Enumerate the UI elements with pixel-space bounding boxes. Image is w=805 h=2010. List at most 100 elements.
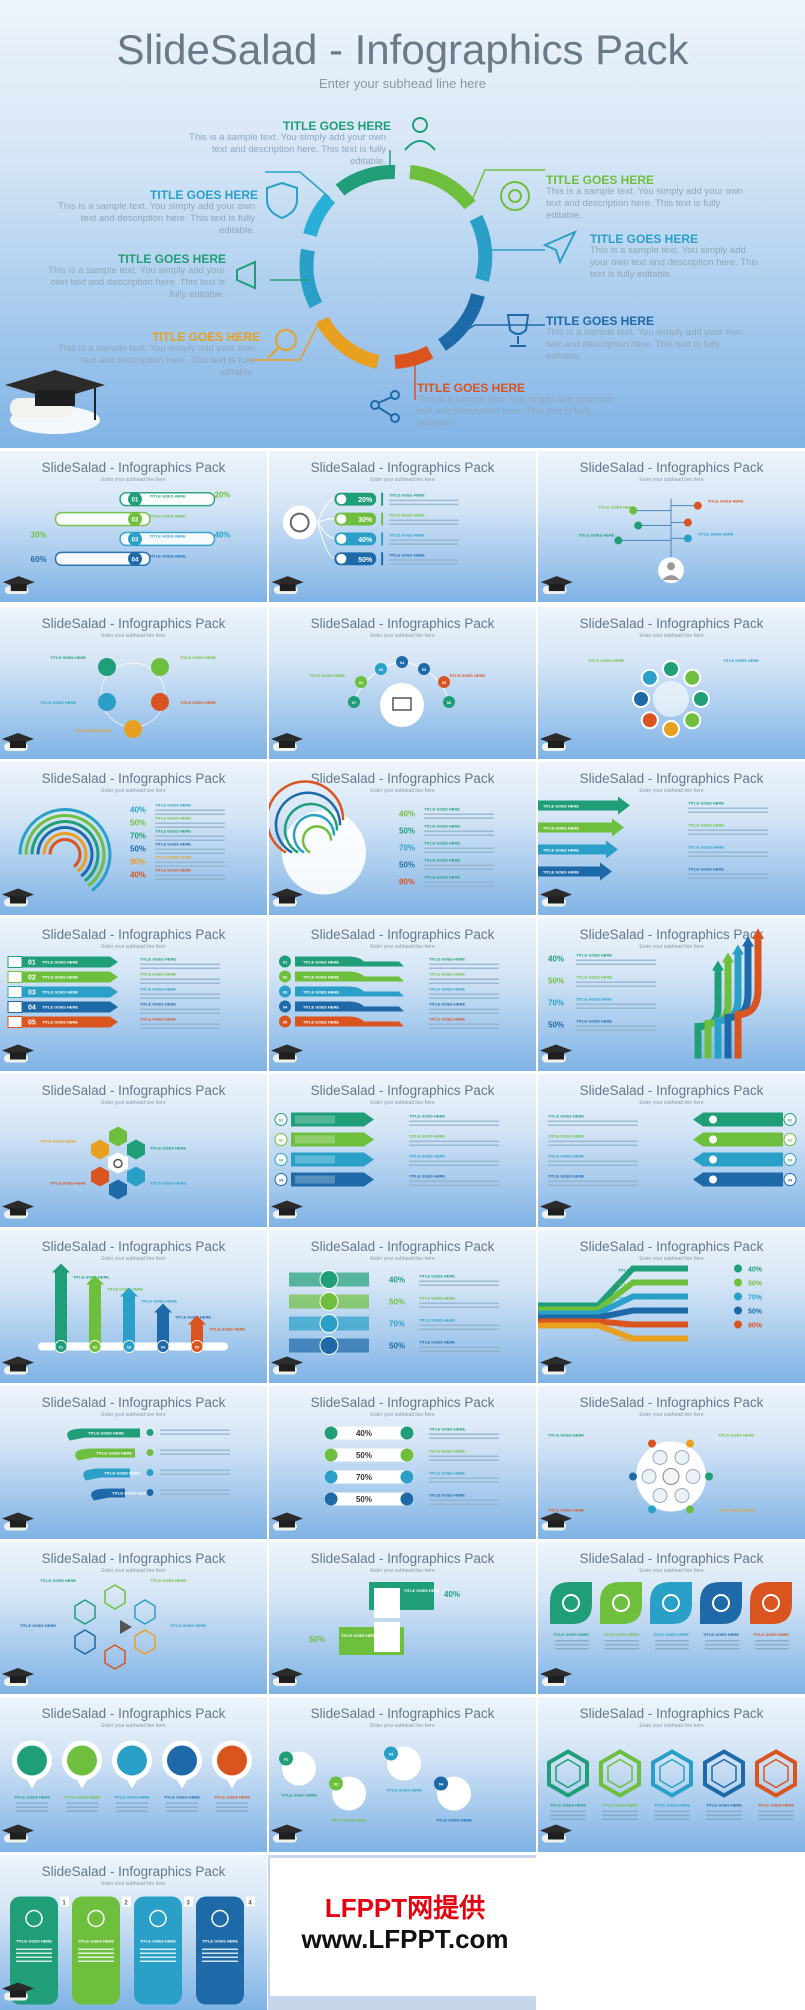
slide-thumbnail[interactable]: SlideSalad - Infographics Pack Enter your… bbox=[0, 607, 267, 759]
slide-thumbnail[interactable]: SlideSalad - Infographics Pack Enter your… bbox=[538, 918, 805, 1071]
slide-thumbnail[interactable]: SlideSalad - Infographics Pack Enter your… bbox=[538, 1230, 805, 1383]
slide-thumbnail[interactable]: SlideSalad - Infographics Pack Enter your… bbox=[538, 1386, 805, 1539]
node-icon bbox=[98, 658, 116, 676]
slide-thumbnail[interactable]: SlideSalad - Infographics Pack Enter your… bbox=[269, 918, 536, 1071]
percent-label: 50% bbox=[309, 1635, 325, 1644]
thumbnail-title: SlideSalad - Infographics Pack bbox=[41, 771, 226, 786]
thumbnail-subtitle: Enter your subhead line here bbox=[639, 944, 704, 950]
slide-thumbnail[interactable]: SlideSalad - Infographics Pack Enter your… bbox=[538, 1697, 805, 1852]
slide-thumbnail[interactable]: SlideSalad - Infographics Pack Enter your… bbox=[0, 1697, 267, 1852]
card-number: 1 bbox=[62, 1901, 66, 1907]
thumbnail-infographic: 01 TITLE GOES HERE TITLE GOES HERE 02 TITLE … bbox=[271, 955, 499, 1063]
slide-thumbnail[interactable]: SlideSalad - Infographics Pack Enter your… bbox=[0, 1230, 267, 1383]
slide-thumbnail[interactable]: SlideSalad - Infographics Pack Enter your… bbox=[0, 762, 267, 915]
slide-thumbnail[interactable]: SlideSalad - Infographics Pack Enter your… bbox=[269, 1230, 536, 1383]
percent-label: 50% bbox=[548, 1021, 564, 1030]
item-title: TITLE GOES HERE bbox=[164, 1795, 200, 1800]
graduation-cap-icon bbox=[2, 1044, 34, 1063]
percent-label: 50% bbox=[356, 1495, 372, 1504]
thumbnail-title: SlideSalad - Infographics Pack bbox=[310, 771, 495, 786]
slide-thumbnail[interactable]: SlideSalad - Infographics Pack Enter your… bbox=[269, 607, 536, 759]
item-title: TITLE GOES HERE bbox=[409, 1114, 445, 1119]
thumbnail-subtitle: Enter your subhead line here bbox=[101, 1723, 166, 1729]
percent-label: 90% bbox=[399, 878, 415, 887]
item-title: TITLE GOES HERE bbox=[409, 1174, 445, 1179]
thumbnail-infographic: 07 01 02 04 03 05 06 TITLE GOES HERE TITLE GOES … bbox=[271, 656, 485, 751]
item-title: TITLE GOES HERE bbox=[602, 1803, 638, 1808]
percent-label: 50% bbox=[389, 1342, 405, 1351]
item-title: TITLE GOES HERE bbox=[409, 1134, 445, 1139]
banner-number: 03 bbox=[28, 990, 36, 997]
slide-thumbnail[interactable]: SlideSalad - Infographics Pack Enter your… bbox=[269, 451, 536, 602]
card-title: TITLE GOES HERE bbox=[140, 1939, 176, 1944]
hero-item-7-desc: This is a sample text. You simply add yo… bbox=[546, 327, 743, 362]
item-title: TITLE GOES HERE bbox=[603, 1632, 639, 1637]
item-title: TITLE GOES HERE bbox=[419, 1296, 455, 1301]
item-title: TITLE GOES HERE bbox=[73, 1275, 109, 1280]
slide-thumbnail[interactable]: SlideSalad - Infographics Pack Enter your… bbox=[0, 918, 267, 1071]
thumbnail-infographic: 40% TITLE GOES HERE 50% TITLE GOES HERE 70% T… bbox=[2, 803, 225, 907]
item-title: TITLE GOES HERE bbox=[140, 1002, 176, 1007]
graduation-cap-icon bbox=[540, 888, 572, 907]
item-title: TITLE GOES HERE bbox=[653, 1632, 689, 1637]
item-title: TITLE GOES HERE bbox=[140, 957, 176, 962]
arrow-title: TITLE GOES HERE bbox=[543, 870, 579, 875]
graduation-cap-icon bbox=[271, 1512, 303, 1531]
col-number: 04 bbox=[161, 1345, 166, 1350]
slide-thumbnail[interactable]: SlideSalad - Infographics Pack Enter your… bbox=[0, 1855, 267, 2010]
thumbnail-infographic: TITLE GOES HERE TITLE GOES HERE TITLE GOES… bbox=[2, 1740, 252, 1843]
thumbnail-subtitle: Enter your subhead line here bbox=[101, 944, 166, 950]
slide-thumbnail[interactable]: SlideSalad - Infographics Pack Enter your… bbox=[538, 607, 805, 759]
slide-thumbnail[interactable]: SlideSalad - Infographics Pack Enter your… bbox=[269, 1542, 536, 1694]
graduation-cap-icon bbox=[540, 576, 573, 595]
slide-thumbnail[interactable]: SlideSalad - Infographics Pack Enter your… bbox=[538, 451, 805, 602]
hero-item-6-title: TITLE GOES HERE bbox=[590, 232, 699, 246]
thumbnail-title: SlideSalad - Infographics Pack bbox=[310, 1395, 495, 1410]
percent-label: 40% bbox=[356, 1429, 372, 1438]
slide-thumbnail[interactable]: SlideSalad - Infographics Pack Enter your… bbox=[538, 1074, 805, 1227]
ribbon-title: TITLE GOES HERE bbox=[303, 975, 339, 980]
slide-thumbnail[interactable]: SlideSalad - Infographics Pack Enter your… bbox=[538, 762, 805, 915]
thumbnail-subtitle: Enter your subhead line here bbox=[639, 633, 704, 639]
item-title: TITLE GOES HERE bbox=[281, 1793, 317, 1798]
slide-thumbnail[interactable]: SlideSalad - Infographics Pack Enter your… bbox=[269, 1074, 536, 1227]
thumbnail-infographic: TITLE GOES HERE TITLE GOES HERE TITLE GOES… bbox=[540, 499, 744, 595]
thumbnail-title: SlideSalad - Infographics Pack bbox=[579, 771, 764, 786]
user-icon bbox=[404, 117, 436, 151]
trophy-icon bbox=[506, 314, 530, 347]
slide-thumbnail[interactable]: SlideSalad - Infographics Pack Enter your… bbox=[269, 1386, 536, 1539]
item-title: TITLE GOES HERE bbox=[548, 1433, 584, 1438]
percent-label: 40% bbox=[399, 810, 415, 819]
slide-thumbnail[interactable]: SlideSalad - Infographics Pack Enter your… bbox=[0, 1074, 267, 1227]
percent-label: 70% bbox=[548, 999, 564, 1008]
thumbnail-subtitle: Enter your subhead line here bbox=[370, 1256, 435, 1262]
thumbnail-subtitle: Enter your subhead line here bbox=[639, 1100, 704, 1106]
item-title: TITLE GOES HERE bbox=[214, 1795, 250, 1800]
thumbnail-infographic: TITLE GOES HERE TITLE GOES HERE TITLE GOES… bbox=[538, 1264, 763, 1375]
thumbnail-subtitle: Enter your subhead line here bbox=[101, 477, 166, 483]
thumbnail-infographic: TITLE GOES HERE TITLE GOES HERE TITLE GOES… bbox=[540, 1582, 792, 1686]
node-icon bbox=[151, 658, 169, 676]
slide-thumbnail[interactable]: SlideSalad - Infographics Pack Enter your… bbox=[269, 1697, 536, 1852]
thumbnail-title: SlideSalad - Infographics Pack bbox=[41, 1864, 226, 1879]
item-title: TITLE GOES HERE bbox=[688, 801, 724, 806]
percent-label: 20% bbox=[358, 497, 372, 504]
item-title: TITLE GOES HERE bbox=[429, 987, 465, 992]
graduation-cap-icon bbox=[2, 1982, 34, 2001]
node-number: 02 bbox=[379, 667, 384, 672]
slide-thumbnail[interactable]: SlideSalad - Infographics Pack Enter your… bbox=[0, 1386, 267, 1539]
item-title: TITLE GOES HERE bbox=[141, 1299, 177, 1304]
thumbnail-title: SlideSalad - Infographics Pack bbox=[310, 927, 495, 942]
slide-thumbnail[interactable]: SlideSalad - Infographics Pack Enter your… bbox=[0, 1542, 267, 1694]
item-title: TITLE GOES HERE bbox=[548, 1154, 584, 1159]
thumbnail-infographic: 01 TITLE GOES HERE 02 TITLE GOES HERE 03 TITL… bbox=[2, 491, 230, 595]
item-title: TITLE GOES HERE bbox=[618, 1338, 654, 1343]
item-title: TITLE GOES HERE bbox=[64, 1795, 100, 1800]
graduation-cap-icon bbox=[2, 733, 34, 751]
slide-thumbnail[interactable]: SlideSalad - Infographics Pack Enter your… bbox=[0, 451, 267, 602]
slide-thumbnail[interactable]: SlideSalad - Infographics Pack Enter your… bbox=[538, 1542, 805, 1694]
slide-thumbnail[interactable]: SlideSalad - Infographics Pack Enter your… bbox=[269, 762, 536, 915]
thumbnail-infographic: TITLE GOES HERE TITLE GOES HERE 40% 50% bbox=[271, 1582, 460, 1686]
percent-label: 90% bbox=[748, 1323, 763, 1330]
hero-item-1-title: TITLE GOES HERE bbox=[283, 119, 392, 133]
